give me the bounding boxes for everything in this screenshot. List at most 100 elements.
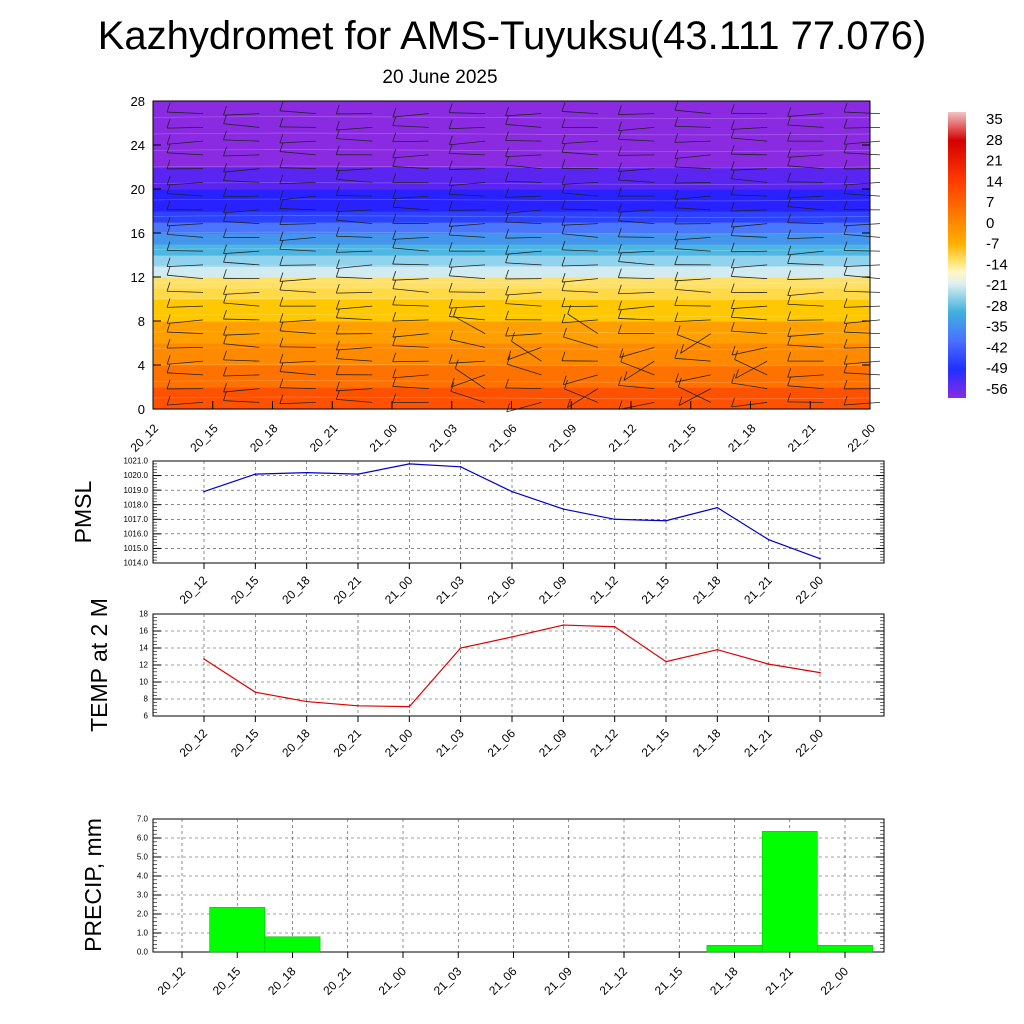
data-point <box>819 671 821 674</box>
wind-barb-feather <box>335 243 340 253</box>
wind-barb <box>505 262 542 266</box>
x-tick-label: 21_00 <box>367 421 401 455</box>
x-tick-label: 20_15 <box>187 421 221 455</box>
wind-barb-feather <box>453 307 457 317</box>
wind-barb-feather <box>223 326 227 336</box>
wind-barb <box>561 208 598 211</box>
wind-barb <box>336 235 373 238</box>
wind-barb-feather <box>620 352 625 362</box>
wind-barb-feather <box>787 335 792 346</box>
wind-barb-feather <box>618 211 622 221</box>
wind-barb-feather <box>505 188 509 198</box>
wind-barb <box>731 235 768 238</box>
wind-barb <box>506 402 542 413</box>
wind-barb <box>449 291 486 293</box>
wind-barb <box>449 193 486 197</box>
wind-barb-feather <box>223 187 227 197</box>
wind-barb-feather <box>166 135 171 145</box>
wind-barb-feather <box>223 382 227 393</box>
wind-barb-feather <box>787 229 791 239</box>
wind-barb <box>223 209 260 214</box>
wind-barb-feather <box>731 345 736 356</box>
wind-barb-feather <box>450 377 455 388</box>
y-tick-label: 1021.0 <box>124 457 149 466</box>
wind-barb-feather <box>618 252 622 262</box>
wind-barb <box>618 127 655 132</box>
x-tick-label: 21_00 <box>382 573 416 607</box>
wind-barb-feather <box>561 272 566 283</box>
wind-barb <box>279 330 316 335</box>
wind-barb-feather <box>787 148 792 158</box>
x-tick-label: 20_21 <box>307 421 341 455</box>
wind-barb-feather <box>561 313 566 323</box>
wind-barb <box>567 388 599 409</box>
wind-barb <box>731 402 768 408</box>
wind-barb-feather <box>731 373 735 384</box>
wind-barb <box>844 233 881 238</box>
wind-barb-feather <box>336 259 340 269</box>
x-tick-label: 21_18 <box>690 726 724 760</box>
wind-barb <box>392 288 429 293</box>
contour-line <box>152 363 871 367</box>
precipitation-chart: 0.0 1.0 2.0 3.0 4.0 5.0 6.0 7.0 20_12 20_15 20_18 2… <box>80 815 885 998</box>
wind-barb <box>731 194 768 197</box>
x-tick-label: 20_21 <box>320 964 354 998</box>
wind-barb <box>844 402 881 406</box>
wind-barb-feather <box>392 238 397 249</box>
x-tick-label: 21_09 <box>541 964 575 998</box>
wind-barb-feather <box>730 283 735 293</box>
wind-barb-feather <box>279 240 284 250</box>
wind-barb <box>844 140 881 145</box>
wind-barb-feather <box>618 243 622 254</box>
wind-barb-feather <box>505 378 509 389</box>
x-tick-label: 21_15 <box>665 421 699 455</box>
wind-barb-feather <box>505 310 509 320</box>
wind-barb-feather <box>843 257 848 267</box>
wind-barb-feather <box>392 352 397 362</box>
wind-barb-feather <box>223 391 227 401</box>
wind-barb <box>623 360 655 381</box>
precip-bar <box>817 945 873 953</box>
wind-barb-feather <box>674 198 679 208</box>
wind-barb <box>279 402 316 405</box>
wind-barb <box>674 305 711 307</box>
wind-barb <box>505 180 542 183</box>
wind-barb-feather <box>617 268 622 278</box>
wind-barb-feather <box>279 337 284 348</box>
wind-barb-feather <box>787 245 792 256</box>
data-point <box>203 658 205 660</box>
x-tick-label: 20_12 <box>177 573 211 607</box>
wind-barb-feather <box>505 285 509 296</box>
wind-barb <box>336 178 373 183</box>
wind-barb <box>336 388 373 392</box>
wind-barb <box>392 247 429 252</box>
wind-barb <box>449 316 486 321</box>
wind-barb-feather <box>787 197 792 207</box>
wind-barb <box>279 237 316 242</box>
wind-barb-feather <box>223 244 227 254</box>
wind-barb-feather <box>505 147 509 157</box>
y-tick-label: 12 <box>131 270 145 285</box>
data-point <box>665 660 667 663</box>
contour-line <box>152 182 871 185</box>
wind-barb <box>787 303 824 307</box>
wind-barb-feather <box>392 230 397 240</box>
data-point <box>511 490 513 493</box>
wind-barb <box>618 179 655 183</box>
wind-barb-feather <box>730 217 735 228</box>
wind-barb-feather <box>674 149 679 159</box>
y-tick-label: 8 <box>144 695 149 704</box>
wind-barb <box>787 263 824 266</box>
wind-barb <box>731 330 768 335</box>
x-tick-label: 21_18 <box>725 421 759 455</box>
precip-bar <box>706 945 763 953</box>
wind-barb <box>392 195 429 200</box>
wind-barb-feather <box>166 257 171 267</box>
wind-barb <box>167 152 204 156</box>
wind-barb-feather <box>505 269 509 280</box>
wind-barb-feather <box>561 224 566 234</box>
wind-barb-feather <box>279 190 284 201</box>
wind-barb <box>731 316 768 321</box>
wind-barb-feather <box>279 215 284 225</box>
wind-barb <box>731 137 768 142</box>
